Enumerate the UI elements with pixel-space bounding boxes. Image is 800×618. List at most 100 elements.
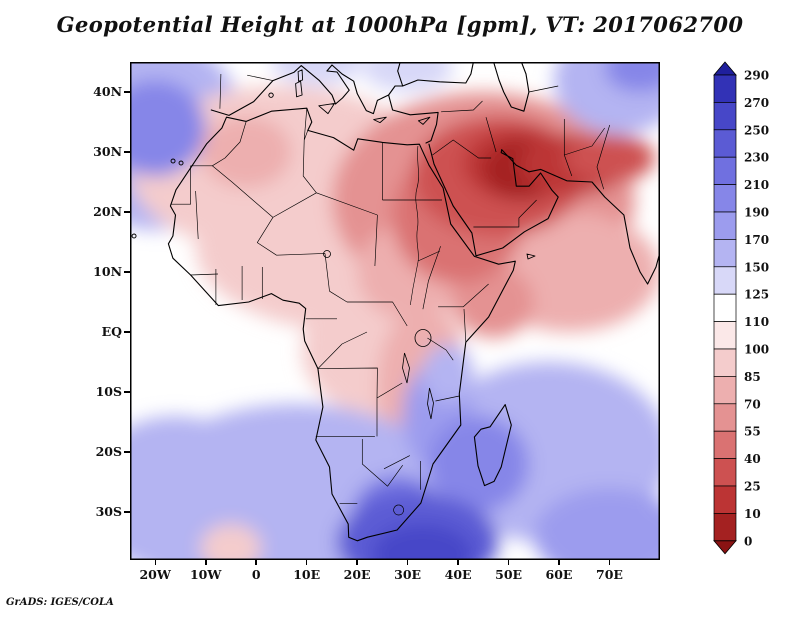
colorbar-tick-label: 25	[744, 480, 761, 494]
lake-victoria	[414, 329, 432, 347]
borders-path	[170, 73, 611, 516]
y-tick-mark	[124, 271, 130, 273]
map-canvas	[130, 62, 660, 560]
madagascar-coastline	[473, 404, 512, 487]
colorbar-tick-label: 85	[744, 370, 761, 384]
lake-chad	[323, 250, 331, 258]
x-tick-mark	[457, 560, 459, 565]
map-frame	[130, 62, 660, 560]
lat-tick-label: 40N	[93, 84, 122, 99]
x-tick-mark	[558, 560, 560, 565]
colorbar-tick-label: 170	[744, 233, 769, 247]
lat-tick-label: 20S	[95, 444, 122, 459]
y-tick-mark	[124, 151, 130, 153]
y-tick-mark	[124, 451, 130, 453]
colorbar-segment	[713, 376, 737, 405]
colorbar-legend: 290 270 250 230 210 190 170 150 125 110 100 85 70 55 4…	[712, 58, 782, 570]
lon-tick-label: 70E	[596, 567, 623, 582]
grads-credit-text: GrADS: IGES/COLA	[6, 597, 114, 608]
lon-tick-label: 60E	[545, 567, 573, 582]
europe-coastline	[210, 62, 530, 116]
colorbar-segment	[713, 348, 737, 377]
colorbar-segment	[713, 211, 737, 240]
colorbar-segment	[713, 184, 737, 213]
x-tick-mark	[154, 560, 156, 565]
colorbar-tick-label: 10	[744, 507, 761, 521]
x-tick-mark	[608, 560, 611, 565]
colorbar-tick-label: 250	[744, 123, 769, 137]
islands-coastline	[131, 69, 536, 260]
field-blob	[130, 416, 267, 560]
colorbar-tick-label: 230	[744, 151, 769, 165]
lat-tick-label: 20N	[93, 204, 122, 219]
colorbar-tick-label: 125	[744, 288, 769, 302]
lat-tick-label: 30S	[95, 504, 122, 519]
coastlines	[131, 62, 660, 542]
colorbar-segment	[713, 403, 737, 432]
x-tick-mark	[406, 560, 409, 565]
lon-tick-label: 10E	[293, 567, 321, 582]
lat-tick-label: 10S	[95, 384, 122, 399]
colorbar-tick-label: 70	[744, 397, 761, 411]
lake-tanganyika	[402, 352, 410, 384]
figure-title: Geopotential Height at 1000hPa [gpm], VT…	[56, 12, 744, 37]
x-tick-mark	[356, 560, 358, 565]
colorbar-segment	[713, 266, 737, 295]
colorbar-svg: 2902702502302101901701501251101008570554…	[713, 61, 769, 555]
x-tick-mark	[205, 560, 207, 565]
lon-tick-label: 50E	[495, 567, 523, 582]
colorbar-segment	[713, 293, 737, 322]
colorbar-tick-label: 190	[744, 206, 769, 220]
lat-tick-label: 30N	[93, 144, 122, 159]
field-blob	[362, 62, 453, 92]
colorbar-segment	[713, 102, 737, 131]
x-tick-mark	[507, 560, 510, 565]
colorbar-segment	[713, 321, 737, 350]
y-tick-mark	[124, 91, 130, 93]
y-tick-mark	[124, 511, 130, 513]
field-blob	[130, 80, 206, 176]
colorbar-segment	[713, 513, 737, 542]
y-tick-mark	[124, 391, 130, 393]
lon-tick-label: 10W	[189, 567, 222, 582]
field-blob	[200, 524, 262, 560]
x-tick-mark	[255, 560, 257, 565]
x-tick-mark	[305, 560, 308, 565]
colorbar-tick-label: 0	[744, 534, 752, 548]
field-blob	[533, 488, 660, 560]
colorbar-tick-label: 110	[744, 315, 769, 329]
field-blob	[422, 344, 474, 404]
colorbar-tick-label: 40	[744, 452, 761, 466]
colorbar-tick-label: 270	[744, 96, 769, 110]
lon-tick-label: 30E	[394, 567, 422, 582]
y-tick-mark	[124, 211, 130, 213]
colorbar-segment	[713, 485, 737, 514]
field-blob	[604, 62, 660, 92]
arabia-asia-coastline	[388, 94, 660, 285]
lon-tick-label: 20E	[343, 567, 371, 582]
lat-tick-label: EQ	[101, 324, 122, 339]
colorbar-segment	[713, 458, 737, 487]
colorbar-tick-label: 150	[744, 260, 769, 274]
field-blob	[200, 116, 292, 188]
country-borders	[170, 73, 611, 516]
colorbar-segment	[713, 430, 737, 459]
colorbar-bottom-arrow	[713, 540, 737, 555]
lon-tick-label: 40E	[444, 567, 472, 582]
colorbar-tick-label: 100	[744, 343, 769, 357]
field-blob	[564, 134, 655, 182]
colorbar-tick-label: 210	[744, 178, 769, 192]
lat-tick-label: 10N	[93, 264, 122, 279]
field-blob	[271, 62, 363, 86]
lakes-rivers	[323, 145, 441, 420]
colorbar-segment	[713, 129, 737, 158]
y-tick-mark	[124, 331, 130, 333]
contour-fill-field	[130, 62, 660, 560]
lon-tick-label: 0	[251, 567, 261, 582]
colorbar-segment	[713, 74, 737, 103]
lon-tick-label: 20W	[139, 567, 171, 582]
colorbar-segment	[713, 239, 737, 268]
colorbar-top-arrow	[713, 61, 737, 76]
field-blob	[453, 266, 534, 338]
colorbar-tick-label: 290	[744, 69, 769, 83]
